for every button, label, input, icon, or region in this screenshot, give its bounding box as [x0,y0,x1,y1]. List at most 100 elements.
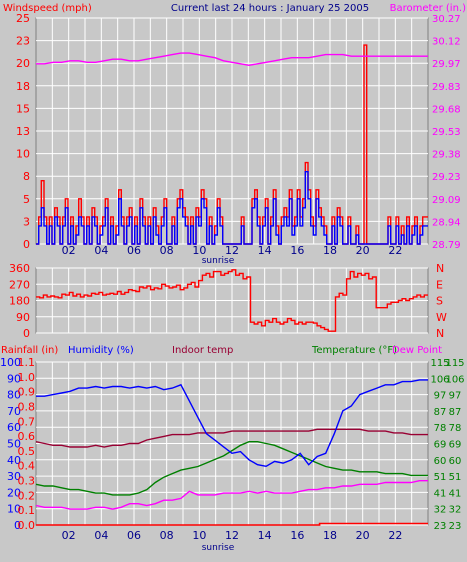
dew-point-y-tick: 97 [449,391,462,402]
temperature-axis-label: Temperature (°F) [311,345,397,356]
rainfall-y-tick: 0.9 [18,386,36,399]
wind-panel-x-tick: 14 [258,244,272,257]
temperature-y-tick: 69 [434,440,447,451]
humidity-y-tick: 60 [7,421,21,434]
humidity-y-tick: 80 [7,389,21,402]
wind-panel-x-tick: 08 [160,244,174,257]
wind-panel-x-tick: 12 [225,244,239,257]
wind-panel-x-tick: 02 [62,244,76,257]
gust-line [36,171,428,245]
dew-point-axis-label: Dew Point [392,345,442,356]
windspeed-y-tick: 10 [16,148,30,161]
humidity-y-tick: 100 [0,356,21,369]
windspeed-y-tick: 15 [16,102,30,115]
barometer-line [36,52,428,67]
climate-panel-x-tick: 10 [192,529,206,542]
windspeed-axis-label: Windspeed (mph) [3,3,92,14]
barometer-y-tick: 29.68 [432,104,461,115]
barometer-y-tick: 28.94 [432,217,461,228]
rainfall-y-tick: 1.0 [18,371,36,384]
dew-point-y-tick: 41 [449,488,462,499]
rainfall-y-tick: 0.1 [18,504,36,517]
rainfall-line [36,522,428,526]
windspeed-y-tick: 0 [23,238,30,251]
compass-y-tick: W [436,311,447,324]
wind-panel-x-tick: 18 [323,244,337,257]
windspeed-y-tick: 13 [16,125,30,138]
barometer-y-tick: 29.38 [432,150,461,161]
chart-title: Current last 24 hours : January 25 2005 [171,3,369,14]
rainfall-axis-label: Rainfall (in) [1,345,58,356]
barometer-y-tick: 29.53 [432,127,461,138]
temperature-y-tick: 41 [434,488,447,499]
temperature-y-tick: 23 [434,521,447,532]
wind-panel-x-tick: 20 [356,244,370,257]
compass-y-tick: E [436,278,443,291]
humidity-y-tick: 0 [14,519,21,532]
dew-point-y-tick: 69 [449,440,462,451]
sunrise-label-top: sunrise [202,256,235,266]
humidity-y-tick: 20 [7,486,21,499]
climate-panel-x-tick: 16 [290,529,304,542]
wind-panel-x-tick: 04 [94,244,108,257]
rainfall-y-tick: 0.5 [18,445,36,458]
dew-point-line [35,480,428,510]
humidity-y-tick: 90 [7,372,21,385]
humidity-y-tick: 50 [7,438,21,451]
temperature-line [35,441,428,496]
dew-point-y-tick: 78 [449,423,462,434]
dew-point-y-tick: 60 [449,456,462,467]
rainfall-y-tick: 0.2 [18,489,36,502]
temperature-y-tick: 115 [430,358,449,369]
barometer-y-tick: 29.97 [432,59,461,70]
dew-point-y-tick: 115 [445,358,464,369]
windspeed-y-tick: 18 [16,80,30,93]
climate-panel-x-tick: 20 [356,529,370,542]
climate-panel-x-tick: 18 [323,529,337,542]
temperature-y-tick: 32 [434,505,447,516]
dew-point-y-tick: 87 [449,407,462,418]
direction-y-tick: 360 [9,262,30,275]
wind-panel-x-tick: 16 [290,244,304,257]
barometer-y-tick: 29.23 [432,172,461,183]
barometer-y-tick: 30.12 [432,37,461,48]
temperature-y-tick: 106 [430,374,449,385]
wind-direction-line [36,269,428,332]
dew-point-y-tick: 32 [449,505,462,516]
climate-panel-x-tick: 12 [225,529,239,542]
rainfall-y-tick: 0.4 [18,460,36,473]
barometer-y-tick: 29.83 [432,82,461,93]
rainfall-y-tick: 1.1 [18,356,36,369]
sunrise-label-bottom: sunrise [202,543,235,553]
climate-panel-x-tick: 08 [160,529,174,542]
humidity-y-tick: 30 [7,470,21,483]
humidity-y-tick: 40 [7,454,21,467]
temperature-y-tick: 51 [434,472,447,483]
dew-point-y-tick: 23 [449,521,462,532]
wind-panel-x-tick: 10 [192,244,206,257]
humidity-axis-label: Humidity (%) [68,345,134,356]
rainfall-y-tick: 0.3 [18,475,36,488]
direction-y-tick: 270 [9,278,30,291]
rainfall-y-tick: 0.6 [18,430,36,443]
windspeed-y-tick: 20 [16,57,30,70]
dew-point-y-tick: 106 [445,374,464,385]
barometer-axis-label: Barometer (in.) [390,3,466,14]
barometer-y-tick: 30.27 [432,14,461,25]
temperature-y-tick: 60 [434,456,447,467]
indoor-temp-label: Indoor temp [172,345,233,356]
temperature-y-tick: 87 [434,407,447,418]
windspeed-y-tick: 25 [16,12,30,25]
windspeed-y-tick: 5 [23,193,30,206]
climate-panel-x-tick: 06 [127,529,141,542]
compass-y-tick: S [436,295,443,308]
humidity-line [36,379,428,468]
rainfall-y-tick: 0.0 [18,519,36,532]
humidity-y-tick: 10 [7,503,21,516]
windspeed-y-tick: 8 [23,170,30,183]
temperature-y-tick: 78 [434,423,447,434]
windspeed-y-tick: 23 [16,35,30,48]
dew-point-y-tick: 51 [449,472,462,483]
